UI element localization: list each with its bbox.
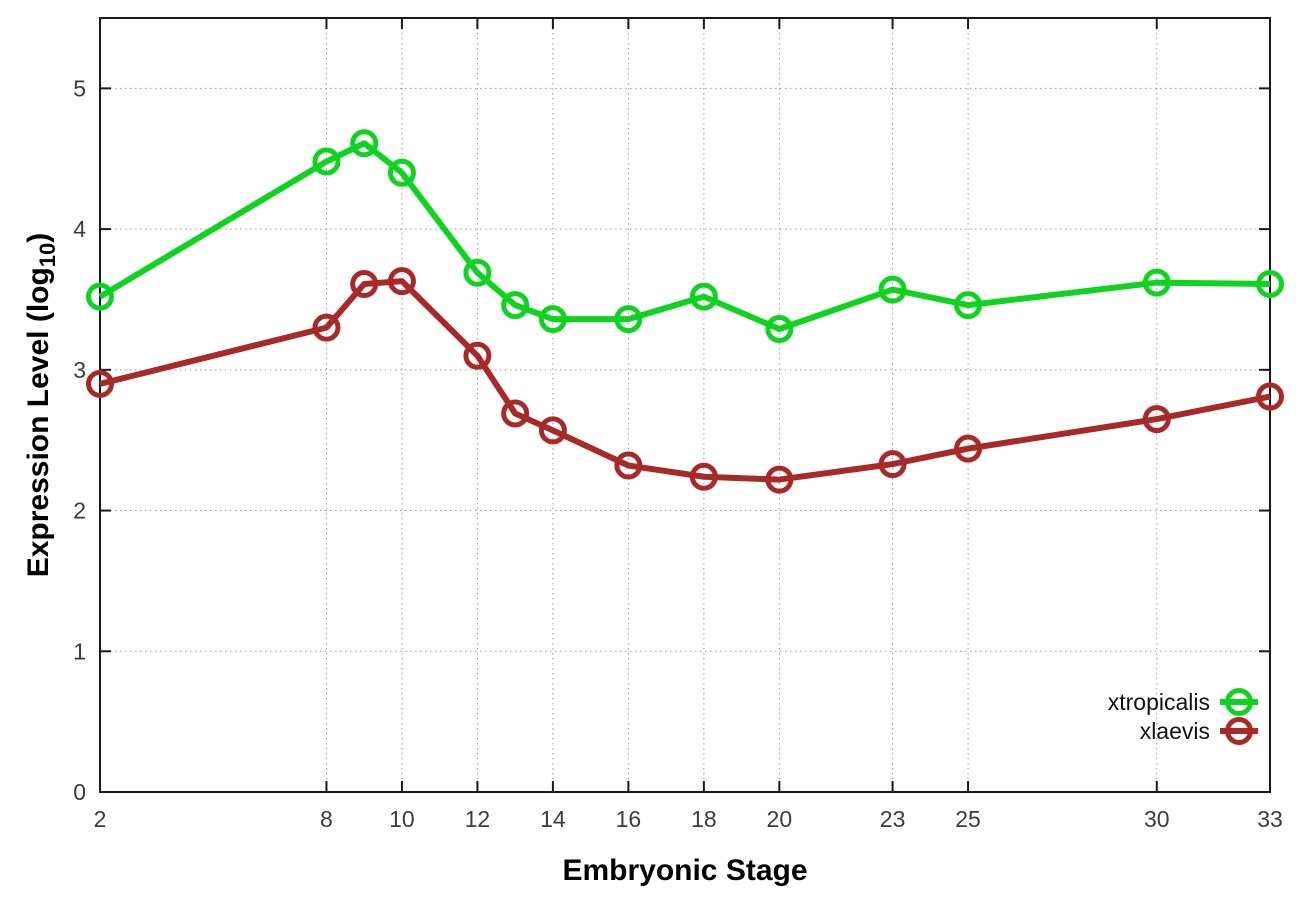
data-point-xtropicalis [501, 291, 530, 320]
data-point-xtropicalis [689, 282, 718, 311]
data-point-xlaevis [1142, 405, 1171, 434]
legend-label-xtropicalis: xtropicalis [1108, 689, 1210, 715]
data-point-xlaevis [501, 399, 530, 428]
y-tick-label: 0 [73, 779, 86, 805]
x-tick-label: 25 [955, 806, 981, 832]
x-tick-label: 23 [880, 806, 906, 832]
data-point-xtropicalis [350, 129, 379, 158]
data-point-xtropicalis [463, 258, 492, 287]
data-point-xlaevis [538, 416, 567, 445]
data-point-xlaevis [954, 434, 983, 463]
data-point-xlaevis [86, 369, 114, 398]
y-tick-label: 3 [73, 357, 86, 383]
data-point-xlaevis [387, 267, 416, 296]
data-point-xtropicalis [614, 305, 643, 334]
x-tick-label: 16 [616, 806, 642, 832]
x-tick-label: 20 [767, 806, 793, 832]
data-point-xlaevis [765, 465, 794, 494]
data-point-xlaevis [463, 341, 492, 370]
legend-marker-xlaevis [1225, 717, 1253, 745]
y-tick-label: 5 [73, 75, 86, 101]
y-tick-label: 1 [73, 638, 86, 664]
x-tick-label: 12 [465, 806, 491, 832]
y-tick-label: 4 [73, 216, 86, 242]
y-tick-label: 2 [73, 498, 86, 524]
legend-marker-xtropicalis [1225, 688, 1253, 716]
data-point-xlaevis [689, 462, 718, 491]
data-point-xtropicalis [86, 282, 114, 311]
x-tick-label: 10 [389, 806, 415, 832]
x-tick-label: 18 [691, 806, 717, 832]
plot-border [99, 17, 1271, 793]
x-tick-label: 8 [320, 806, 333, 832]
legend-label-xlaevis: xlaevis [1140, 718, 1210, 744]
data-point-xtropicalis [954, 291, 983, 320]
data-point-xtropicalis [312, 147, 341, 176]
x-tick-label: 30 [1144, 806, 1170, 832]
series-line-xlaevis [99, 278, 1271, 483]
x-axis-title: Embryonic Stage [562, 854, 807, 887]
x-tick-label: 2 [94, 806, 107, 832]
data-point-xtropicalis [538, 305, 567, 334]
x-tick-label: 14 [540, 806, 566, 832]
data-point-xlaevis [878, 450, 907, 479]
data-point-xtropicalis [1142, 268, 1171, 297]
data-point-xlaevis [1256, 382, 1284, 411]
data-point-xtropicalis [878, 275, 907, 304]
data-point-xtropicalis [387, 158, 416, 187]
data-point-xlaevis [312, 313, 341, 342]
x-tick-label: 33 [1257, 806, 1283, 832]
y-axis-title: Expression Level (log10) [22, 233, 60, 578]
data-point-xlaevis [350, 269, 379, 298]
data-point-xtropicalis [765, 315, 794, 344]
series-line-xtropicalis [98, 140, 1271, 333]
data-point-xlaevis [614, 451, 643, 480]
data-point-xtropicalis [1256, 269, 1284, 298]
